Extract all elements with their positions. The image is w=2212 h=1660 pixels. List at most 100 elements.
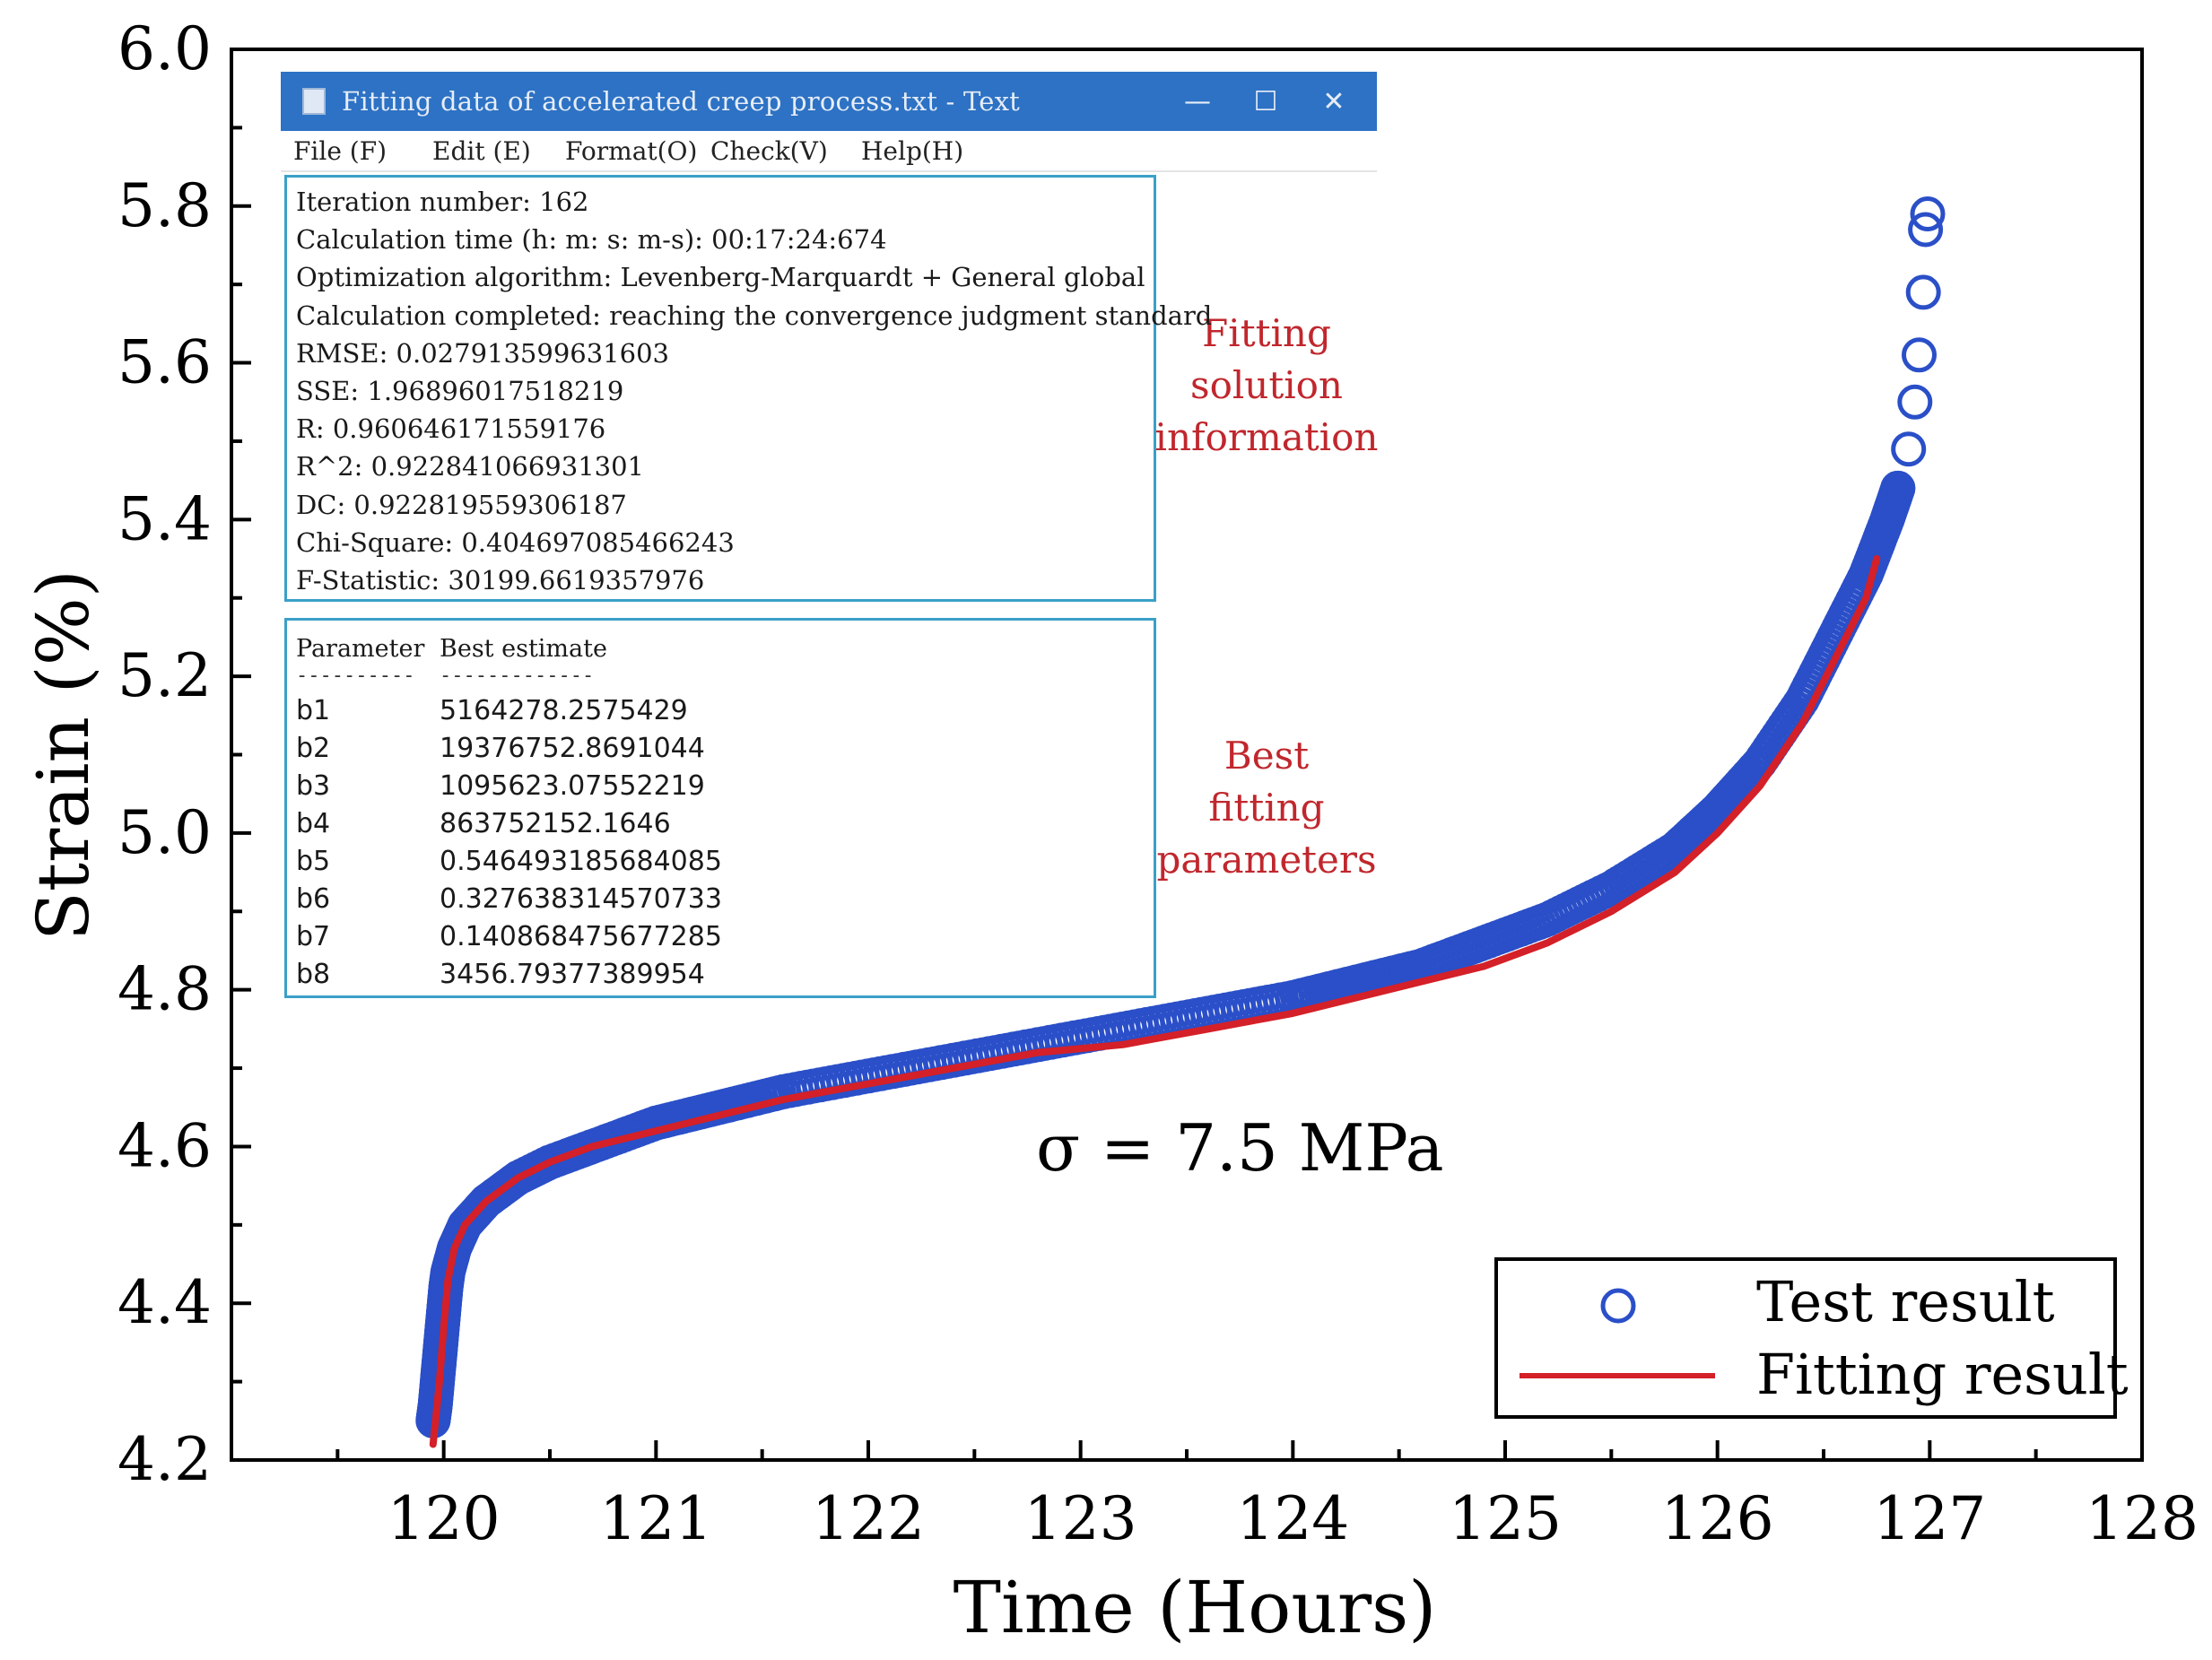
y-tick-label: 5.4 [118,484,212,553]
param-name: b1 [296,695,331,726]
info-line: RMSE: 0.027913599631603 [296,337,669,369]
test-point [1891,431,1927,467]
param-name: b3 [296,770,331,802]
x-tick-label: 120 [388,1484,501,1553]
close-icon[interactable]: ✕ [1322,85,1345,117]
param-value: 0.140868475677285 [440,921,722,952]
param-value: 0.546493185684085 [440,846,722,877]
x-tick-label: 121 [599,1484,712,1553]
x-axis-title: Time (Hours) [954,1566,1437,1649]
legend: Test result Fitting result [1494,1257,2129,1419]
param-row: b8 3456.79377389954 [296,956,1154,994]
info-line: R: 0.960646171559176 [296,413,606,445]
param-value: 1095623.07552219 [440,770,705,802]
param-name: b6 [296,883,331,915]
x-tick-label: 128 [2086,1484,2199,1553]
y-tick-label: 4.2 [118,1425,212,1494]
test-point [1880,470,1916,506]
param-dash: ------------- [440,665,595,687]
param-header-value: Best estimate [440,635,607,663]
window-titlebar[interactable]: Fitting data of accelerated creep proces… [281,72,1377,131]
param-row: b7 0.140868475677285 [296,918,1154,956]
note-line: Best [1224,734,1309,778]
test-point [1910,196,1946,231]
info-line: F-Statistic: 30199.6619357976 [296,565,705,596]
menu-file[interactable]: File (F) [293,135,388,166]
info-line: Calculation completed: reaching the conv… [296,300,1213,331]
stress-annotation: σ = 7.5 MPa [1036,1110,1444,1186]
param-dash: ---------- [296,665,415,687]
y-axis: 4.2 4.4 4.6 4.8 5.0 5.2 5.4 5.6 5.8 6.0 [118,14,251,1494]
y-tick-label: 4.8 [118,955,212,1024]
parameters-box: Parameter Best estimate ---------- -----… [284,618,1156,998]
window-controls: — ☐ ✕ [1163,72,1368,131]
menu-edit[interactable]: Edit (E) [432,135,531,166]
x-tick-label: 124 [1236,1484,1349,1553]
x-tick-label: 123 [1024,1484,1137,1553]
y-tick-label: 5.6 [118,328,212,397]
param-rows: b1 5164278.2575429 b2 19376752.8691044 b3 109… [296,692,1154,994]
x-tick-label: 126 [1661,1484,1774,1553]
info-line: Chi-Square: 0.404697085466243 [296,526,735,558]
fitting-solution-box: Iteration number: 162 Calculation time (… [284,175,1213,602]
note-line: Fitting [1202,311,1331,355]
note-line: solution [1190,363,1343,407]
param-name: b7 [296,921,331,952]
param-header-name: Parameter [296,635,425,663]
menu-format[interactable]: Format(O) [565,135,698,166]
param-value: 19376752.8691044 [440,733,705,764]
y-tick-label: 4.4 [118,1268,212,1337]
result-text-window: Fitting data of accelerated creep proces… [281,72,1377,1000]
legend-test-label: Test result [1756,1269,2055,1334]
y-tick-label: 5.8 [118,171,212,240]
menu-help[interactable]: Help(H) [861,135,964,166]
minimize-icon[interactable]: — [1184,85,1211,117]
param-row: b3 1095623.07552219 [296,768,1154,805]
param-name: b8 [296,959,331,990]
menu-bar: File (F) Edit (E) Format(O) Check(V) Hel… [281,131,1377,172]
param-value: 5164278.2575429 [440,695,688,726]
fitting-solution-note: Fitting solution information [1155,311,1379,459]
menu-check[interactable]: Check(V) [710,135,828,166]
legend-fit-label: Fitting result [1756,1342,2129,1407]
info-line: SSE: 1.96896017518219 [296,376,624,407]
x-axis: 120 121 122 123 124 125 126 127 128 [335,1440,2199,1553]
info-line: Optimization algorithm: Levenberg-Marqua… [296,262,1145,293]
param-row: b6 0.327638314570733 [296,881,1154,918]
param-name: b5 [296,846,331,877]
param-value: 3456.79377389954 [440,959,705,990]
param-name: b2 [296,733,331,764]
param-header: Parameter Best estimate [296,633,1154,665]
window-title: Fitting data of accelerated creep proces… [342,86,1021,117]
param-row: b4 863752152.1646 [296,805,1154,843]
x-tick-label: 122 [812,1484,925,1553]
param-name: b4 [296,808,331,839]
y-tick-label: 5.2 [118,641,212,710]
notepad-icon [302,88,326,115]
y-axis-title: Strain (%) [22,569,105,941]
test-point [1908,212,1944,248]
param-dash-row: ---------- ------------- [296,665,1154,687]
y-tick-label: 5.0 [118,798,212,867]
param-row: b2 19376752.8691044 [296,730,1154,768]
info-line: DC: 0.922819559306187 [296,489,627,520]
info-line: R^2: 0.922841066931301 [296,451,645,482]
info-line: Calculation time (h: m: s: m-s): 00:17:2… [296,224,887,256]
test-point [1902,337,1937,373]
best-fitting-note: Best fitting parameters [1156,734,1376,882]
param-row: b1 5164278.2575429 [296,692,1154,730]
info-line: Iteration number: 162 [296,187,589,217]
y-tick-label: 4.6 [118,1111,212,1180]
maximize-icon[interactable]: ☐ [1253,85,1278,117]
note-line: parameters [1156,838,1376,882]
test-point [1905,274,1941,310]
note-line: fitting [1208,786,1324,830]
legend-test-marker [1600,1288,1636,1324]
y-tick-label: 6.0 [118,14,212,83]
legend-box [1494,1257,2117,1419]
x-tick-label: 127 [1873,1484,1986,1553]
test-point [1897,384,1933,420]
param-row: b5 0.546493185684085 [296,843,1154,881]
fitting-result-line [429,555,1881,1448]
